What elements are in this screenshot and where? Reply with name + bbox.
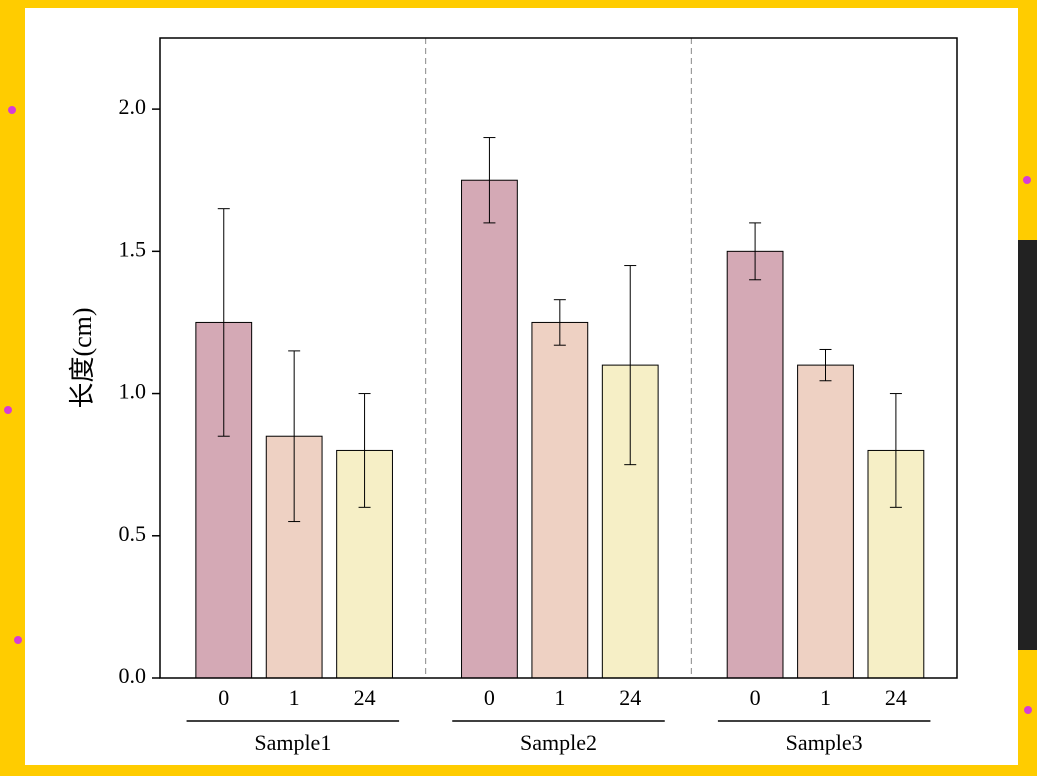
plot-frame	[159, 37, 958, 679]
decor-dot	[1023, 176, 1031, 184]
error-bar	[624, 265, 637, 466]
error-bar	[288, 350, 301, 523]
decor-dot	[8, 106, 16, 114]
y-tick-label: 2.0	[119, 94, 147, 119]
error-bar	[483, 137, 496, 224]
error-bar	[217, 208, 230, 437]
y-tick-label: 0.0	[119, 663, 147, 688]
x-tick-label: 24	[885, 685, 907, 710]
x-tick-label: 0	[750, 685, 761, 710]
y-tick-label: 1.5	[119, 236, 147, 261]
x-tick-label: 1	[289, 685, 300, 710]
y-tick-label: 1.0	[119, 379, 147, 404]
y-axis-label: 长度(cm)	[68, 307, 97, 408]
bar	[531, 321, 589, 679]
x-tick-label: 0	[218, 685, 229, 710]
decor-dot	[1024, 706, 1032, 714]
group-label: Sample1	[254, 730, 331, 755]
error-bar	[889, 393, 902, 508]
error-bar	[749, 222, 762, 281]
error-bar	[358, 393, 371, 508]
bar	[461, 179, 518, 679]
group-label: Sample3	[786, 730, 863, 755]
background-shape	[1018, 240, 1037, 650]
x-tick-label: 24	[354, 685, 376, 710]
x-tick-label: 24	[619, 685, 641, 710]
x-tick-label: 1	[820, 685, 831, 710]
y-tick-label: 0.5	[119, 521, 147, 546]
x-tick-label: 1	[554, 685, 565, 710]
group-label: Sample2	[520, 730, 597, 755]
error-bar	[819, 348, 832, 382]
decor-dot	[4, 406, 12, 414]
bar	[797, 364, 854, 679]
x-tick-label: 0	[484, 685, 495, 710]
error-bar	[553, 299, 566, 346]
bar	[726, 250, 784, 679]
decor-dot	[14, 636, 22, 644]
